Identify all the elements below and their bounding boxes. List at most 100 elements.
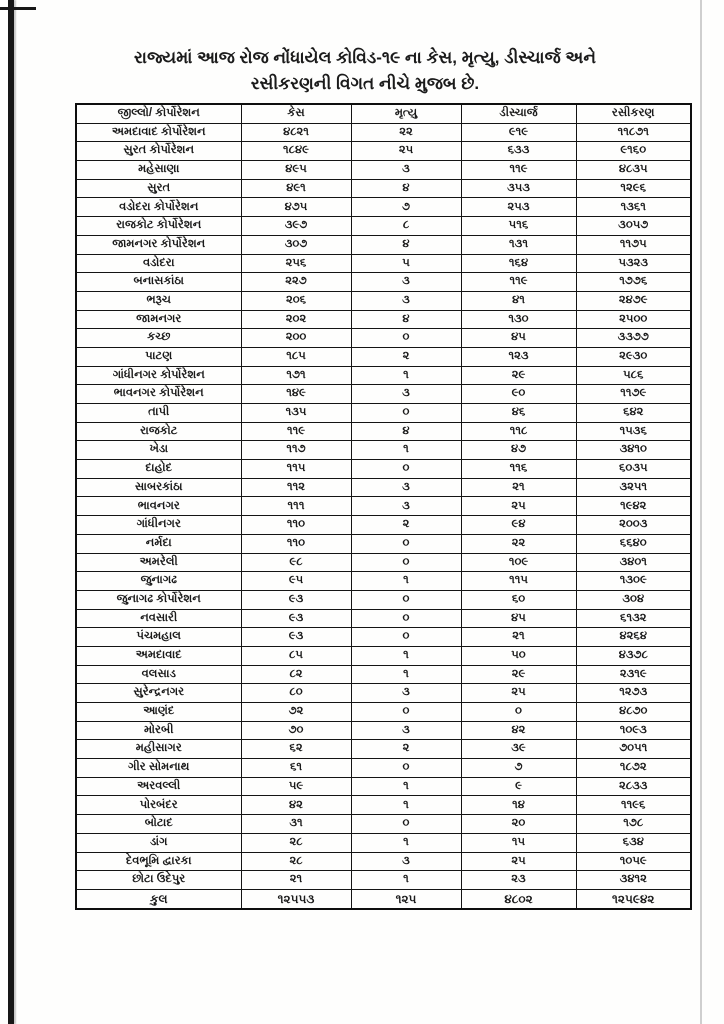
vaccination-cell: ૩૩૭૭ [575,328,692,348]
table-row: વડોદરા કોર્પોરેશન ૪૭૫ ૭ ૨૫૩ ૧૩૬૧ [75,197,692,218]
discharge-cell: ૨૫ [460,851,577,872]
deaths-cell: ૨૨ [350,122,462,143]
deaths-cell: ૩ [350,477,462,498]
header-deaths: મૃત્યુ [350,103,462,124]
vaccination-cell: ૧૭૭૬ [575,272,692,292]
vaccination-cell: ૧૦૯૩ [575,720,692,741]
cases-cell: ૨૧ [240,870,352,890]
table-header-row: જીલ્લો/ કોર્પોરેશન કેસ મૃત્યુ ડીસ્ચાર્જ … [75,103,692,124]
discharge-cell: ૨૫૩ [460,197,577,218]
page-title-line2: રસીકરણની વિગત નીચે મુજબ છે. [250,74,480,94]
discharge-cell: ૨૫ [460,683,577,703]
deaths-cell: ૪ [350,309,462,330]
district-cell: ભાવનગર [75,496,242,517]
table-row: વલસાડ ૮૨ ૧ ૨૯ ૨૩૧૯ [75,664,692,685]
vaccination-cell: ૧૦૫૯ [575,851,692,872]
discharge-cell: ૬૩૩ [460,141,577,162]
cases-cell: ૧૩૫ [240,403,352,423]
deaths-cell: ૦ [350,814,462,834]
deaths-cell: ૨ [350,739,462,760]
district-cell: સુરત [75,178,242,199]
deaths-cell: ૧ [350,870,462,890]
vaccination-cell: ૯૧૬૦ [575,141,692,162]
deaths-cell: ૨૫ [350,141,462,162]
deaths-cell: ૪ [350,178,462,199]
district-cell: સાબરકાંઠા [75,477,242,498]
vaccination-cell: ૬૪૨ [575,403,692,423]
district-cell: ડાંગ [75,832,242,853]
deaths-cell: ૨ [350,346,462,367]
vaccination-cell: ૭૦૫૧ [575,739,692,760]
deaths-cell: ૧ [350,832,462,853]
district-cell: જામનગર કોર્પોરેશન [75,234,242,255]
cases-cell: ૯૮ [240,552,352,573]
table-row: અરવલ્લી ૫૯ ૧ ૯ ૨૮૩૩ [75,776,692,797]
table-row: મહીસાગર ૬૨ ૨ ૩૯ ૭૦૫૧ [75,739,692,760]
discharge-cell: ૧૧૫ [460,571,577,591]
cases-cell: ૨૦૦ [240,328,352,348]
table-row: સુરત ૪૯૧ ૪ ૩૫૩ ૧૨૯૬ [75,178,692,199]
discharge-cell: ૨૧ [460,477,577,498]
discharge-cell: ૪૫ [460,328,577,348]
cases-cell: ૪૯૫ [240,160,352,180]
district-cell: સુરત કોર્પોરેશન [75,141,242,162]
discharge-cell: ૨૧ [460,627,577,647]
vaccination-cell: ૧૭૮ [575,814,692,834]
table-row: જામનગર ૨૦૨ ૪ ૧૩૦ ૨૫૦૦ [75,309,692,330]
cases-cell: ૯૩ [240,627,352,647]
discharge-cell: ૧૪ [460,795,577,816]
deaths-cell: ૦ [350,403,462,423]
discharge-cell: ૭ [460,758,577,778]
vaccination-cell: ૧૧૮૭૧ [575,122,692,143]
discharge-cell: ૯૪ [460,515,577,535]
header-district: જીલ્લો/ કોર્પોરેશન [75,103,242,124]
district-cell: કચ્છ [75,328,242,348]
vaccination-cell: ૧૫૩૬ [575,421,692,442]
district-cell: અમદાવાદ કોર્પોરેશન [75,122,242,143]
district-cell: મહીસાગર [75,739,242,760]
table-row: નર્મદા ૧૧૦ ૦ ૨૨ ૬૬૪૦ [75,533,692,554]
deaths-cell: ૩ [350,851,462,872]
cases-cell: ૨૦૨ [240,309,352,330]
cases-cell: ૯૩ [240,589,352,610]
discharge-cell: ૩૫૩ [460,178,577,199]
cases-cell: ૯૫ [240,571,352,591]
deaths-cell: ૭ [350,197,462,218]
table-row: સુરેન્દ્રનગર ૮૦ ૩ ૨૫ ૧૨૭૩ [75,683,692,703]
cases-cell: ૪૮૨૧ [240,122,352,143]
district-cell: બનાસકાંઠા [75,272,242,292]
table-row: ડાંગ ૨૮ ૧ ૧૫ ૬૩૪ [75,832,692,853]
table-row: ગાંધીનગર કોર્પોરેશન ૧૭૧ ૧ ૨૯ ૫૮૬ [75,365,692,386]
district-cell: નવસારી [75,608,242,629]
table-row: વડોદરા ૨૫૬ ૫ ૧૬૪ ૫૩૨૩ [75,253,692,274]
discharge-cell: ૧૩૦ [460,309,577,330]
table-row: દેવભૂમિ દ્વારકા ૨૮ ૩ ૨૫ ૧૦૫૯ [75,851,692,872]
vaccination-cell: ૩૪૦૧ [575,552,692,573]
table-row: પંચમહાલ ૯૩ ૦ ૨૧ ૪૨૬૪ [75,627,692,647]
total-discharge-cell: ૪૮૦૨ [460,888,577,910]
deaths-cell: ૩ [350,160,462,180]
vaccination-cell: ૧૮૭૨ [575,758,692,778]
vaccination-cell: ૫૩૨૩ [575,253,692,274]
cases-cell: ૧૧૦ [240,533,352,554]
cases-cell: ૧૧૦ [240,515,352,535]
district-cell: પાટણ [75,346,242,367]
deaths-cell: ૧ [350,571,462,591]
cases-cell: ૧૧૨ [240,477,352,498]
vaccination-cell: ૫૮૬ [575,365,692,386]
deaths-cell: ૦ [350,627,462,647]
district-cell: અરવલ્લી [75,776,242,797]
deaths-cell: ૦ [350,533,462,554]
cases-cell: ૬૨ [240,739,352,760]
deaths-cell: ૩ [350,496,462,517]
table-row: પોરબંદર ૪૨ ૧ ૧૪ ૧૧૯૬ [75,795,692,816]
discharge-cell: ૧૬૪ [460,253,577,274]
deaths-cell: ૩ [350,720,462,741]
cases-cell: ૧૧૫ [240,459,352,479]
cases-cell: ૮૫ [240,645,352,666]
deaths-cell: ૫ [350,253,462,274]
table-row: અમદાવાદ ૮૫ ૧ ૫૦ ૪૩૭૮ [75,645,692,666]
district-cell: ભાવનગર કોર્પોરેશન [75,384,242,404]
vaccination-cell: ૪૮૭૦ [575,702,692,722]
district-cell: જુનાગઢ [75,571,242,591]
